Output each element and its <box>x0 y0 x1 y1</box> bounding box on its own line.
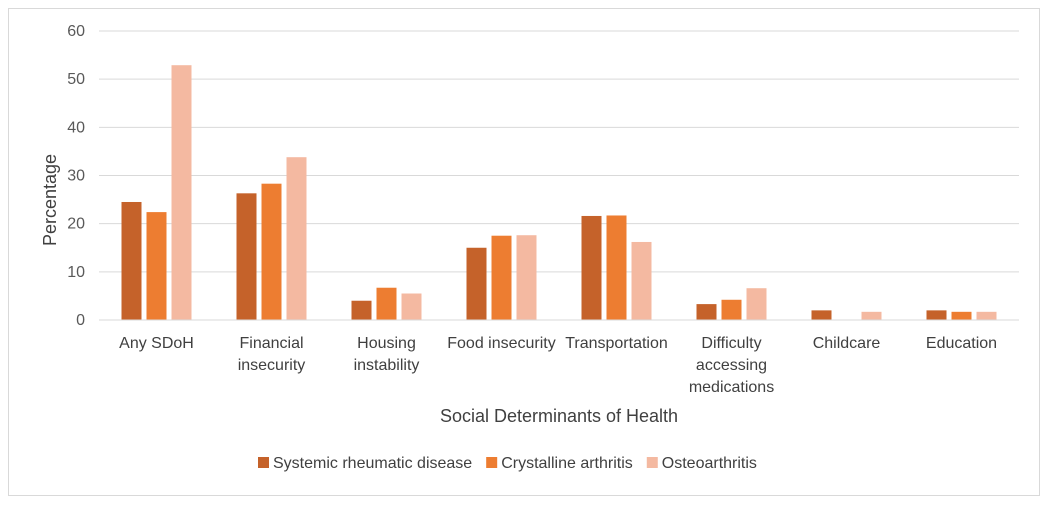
legend-label-1: Crystalline arthritis <box>501 455 633 472</box>
y-tick-label-50: 50 <box>67 71 85 88</box>
category-label-3: Food insecurity <box>447 335 556 352</box>
bar-7-1 <box>951 311 972 320</box>
legend-swatch-1 <box>486 457 498 468</box>
legend-swatch-0 <box>258 457 269 468</box>
bars <box>121 65 997 320</box>
bar-7-0 <box>926 310 947 320</box>
bar-1-1 <box>261 183 282 320</box>
bar-3-2 <box>516 235 537 320</box>
bar-4-1 <box>606 215 627 320</box>
y-axis-title: Percentage <box>40 154 60 246</box>
bar-5-1 <box>721 299 742 320</box>
category-label-4: Transportation <box>565 335 668 352</box>
category-labels: Any SDoH Financial insecurity Housing instab… <box>119 335 997 396</box>
y-tick-label-20: 20 <box>67 216 85 233</box>
legend: Systemic rheumatic disease Crystalline ar… <box>258 455 757 472</box>
bar-6-0 <box>811 310 832 320</box>
bar-1-2 <box>286 157 307 320</box>
bar-6-2 <box>861 311 882 320</box>
bar-3-0 <box>466 247 487 320</box>
bar-7-2 <box>976 311 997 320</box>
y-tick-label-60: 60 <box>67 23 85 40</box>
category-label-6: Childcare <box>813 335 881 352</box>
bar-3-1 <box>491 235 512 320</box>
bar-4-2 <box>631 241 652 320</box>
bar-0-2 <box>171 65 192 320</box>
bar-2-1 <box>376 287 397 320</box>
bar-1-0 <box>236 193 257 320</box>
category-label-0: Any SDoH <box>119 335 194 352</box>
bar-2-2 <box>401 293 422 320</box>
bar-5-0 <box>696 304 717 320</box>
bar-5-2 <box>746 288 767 320</box>
category-label-5: Difficulty accessing medications <box>689 335 774 396</box>
legend-swatch-2 <box>646 457 658 468</box>
y-tick-label-40: 40 <box>67 119 85 136</box>
y-tick-label-10: 10 <box>67 264 85 281</box>
x-axis-title: Social Determinants of Health <box>440 406 678 426</box>
y-tick-label-30: 30 <box>67 168 85 185</box>
legend-label-2: Osteoarthritis <box>662 455 757 472</box>
category-label-7: Education <box>926 335 997 352</box>
y-axis-ticks: 0 10 20 30 40 50 60 <box>67 23 85 329</box>
bar-0-1 <box>146 212 167 320</box>
bar-2-0 <box>351 300 372 320</box>
legend-label-0: Systemic rheumatic disease <box>273 455 472 472</box>
bar-4-0 <box>581 215 602 320</box>
y-tick-label-0: 0 <box>76 312 85 329</box>
category-label-1: Financial insecurity <box>238 335 306 374</box>
bar-0-0 <box>121 201 142 320</box>
category-label-2: Housing instability <box>354 335 420 374</box>
